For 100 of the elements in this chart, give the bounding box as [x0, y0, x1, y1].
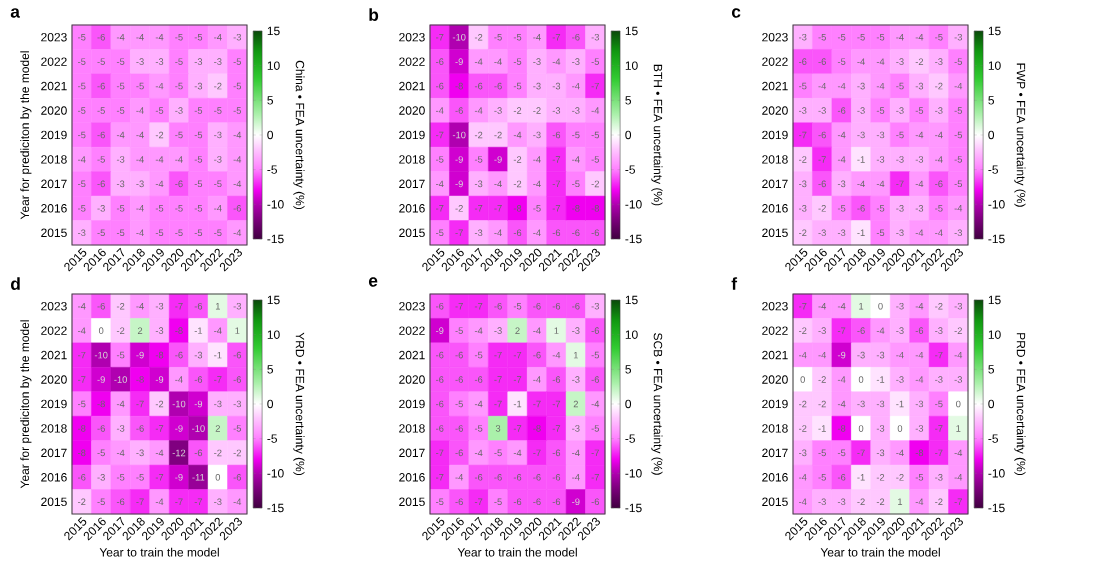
data-label: -7: [136, 498, 144, 505]
data-label: -4: [837, 82, 846, 90]
data-label: -7: [155, 425, 164, 432]
y-tick-label: 2017: [762, 448, 788, 458]
y-tick-label: 2019: [762, 399, 788, 409]
data-label: 0: [98, 327, 104, 334]
color-bar-label: 5: [267, 96, 273, 105]
data-label: -3: [896, 107, 904, 114]
data-label: -3: [136, 449, 144, 457]
data-label: -4: [591, 400, 600, 408]
y-tick-label: 2023: [762, 301, 788, 311]
data-label: -5: [591, 156, 600, 163]
data-label: -3: [214, 498, 222, 506]
data-label: -2: [77, 498, 86, 506]
data-label: -3: [818, 229, 826, 237]
data-label: -7: [494, 351, 502, 359]
data-label: 0: [956, 400, 961, 408]
data-label: -6: [97, 425, 105, 432]
y-tick-label: 2018: [399, 155, 425, 164]
data-label: -2: [915, 58, 924, 65]
data-label: -9: [175, 425, 183, 432]
data-label: -3: [116, 425, 125, 432]
data-label: -6: [97, 33, 105, 41]
data-label: -10: [452, 131, 466, 139]
color-bar-label: 10: [625, 61, 638, 70]
data-label: -10: [94, 351, 108, 359]
data-label: -5: [494, 33, 502, 41]
y-tick-label: 2021: [41, 350, 67, 360]
data-label: -2: [116, 302, 125, 310]
data-label: -3: [896, 58, 904, 65]
data-label: -4: [552, 58, 561, 65]
data-label: -5: [136, 474, 144, 481]
data-label: -4: [474, 400, 483, 408]
data-label: -4: [857, 180, 865, 188]
data-label: -3: [876, 351, 885, 359]
data-label: -9: [97, 376, 105, 383]
data-label: -5: [155, 107, 164, 114]
data-label: -5: [837, 33, 846, 41]
data-label: -6: [194, 449, 203, 457]
data-label: -3: [116, 180, 125, 188]
y-tick-label: 2016: [41, 473, 67, 482]
data-label: -2: [474, 33, 483, 41]
data-label: -8: [591, 205, 600, 212]
data-label: -5: [175, 82, 183, 90]
data-label: -6: [915, 327, 924, 334]
data-label: -6: [591, 327, 600, 334]
color-bar-label: -15: [625, 234, 642, 244]
color-bar-label: 10: [625, 330, 638, 339]
y-tick-label: 2022: [41, 57, 67, 66]
data-label: -8: [175, 327, 183, 334]
y-tick-label: 2022: [399, 57, 425, 66]
data-label: -5: [818, 449, 826, 457]
data-label: -5: [513, 58, 522, 65]
y-tick-label: 2016: [399, 473, 425, 482]
data-label: -5: [116, 58, 125, 65]
color-bar-label: 0: [625, 399, 632, 409]
data-label: -5: [494, 449, 502, 457]
y-tick-label: 2016: [762, 204, 788, 213]
data-label: -6: [513, 229, 522, 237]
data-label: -9: [455, 180, 463, 188]
y-tick-label: 2015: [41, 228, 67, 238]
data-label: -4: [474, 58, 483, 65]
data-label: -5: [233, 107, 242, 114]
data-label: -7: [194, 498, 203, 505]
data-label: -3: [533, 131, 541, 139]
data-label: -5: [455, 327, 463, 334]
data-label: -3: [572, 376, 580, 383]
data-label: -5: [77, 205, 86, 212]
data-label: -9: [455, 58, 463, 65]
data-label: -5: [77, 400, 86, 408]
y-tick-label: 2018: [762, 155, 788, 164]
chart-title: f: [731, 277, 738, 290]
color-bar-label: -10: [625, 469, 642, 478]
data-label: -7: [494, 400, 502, 408]
data-label: -4: [155, 34, 164, 41]
data-label: -5: [436, 156, 444, 163]
data-label: -3: [572, 107, 580, 114]
data-label: -7: [175, 498, 183, 505]
data-label: -4: [155, 180, 164, 188]
data-label: -7: [214, 376, 222, 383]
color-bar-label: -10: [988, 200, 1005, 209]
color-bar-label: 5: [267, 365, 273, 374]
data-label: -5: [876, 229, 885, 237]
y-tick-label: 2018: [41, 155, 67, 164]
data-label: -5: [233, 82, 242, 90]
data-label: -2: [214, 449, 222, 457]
y-tick-label: 2019: [399, 399, 425, 409]
data-label: -5: [876, 33, 885, 41]
data-label: 0: [800, 376, 805, 383]
data-label: -6: [233, 351, 241, 359]
color-bar-label: -5: [625, 165, 635, 174]
data-label: -5: [915, 474, 924, 481]
data-label: -6: [194, 376, 203, 383]
y-tick-label: 2017: [399, 179, 425, 189]
y-tick-label: 2016: [41, 204, 67, 213]
data-label: -4: [77, 327, 86, 334]
data-label: -5: [77, 131, 86, 139]
data-label: -6: [818, 180, 826, 188]
data-label: -7: [552, 156, 561, 163]
data-label: -4: [572, 156, 580, 163]
